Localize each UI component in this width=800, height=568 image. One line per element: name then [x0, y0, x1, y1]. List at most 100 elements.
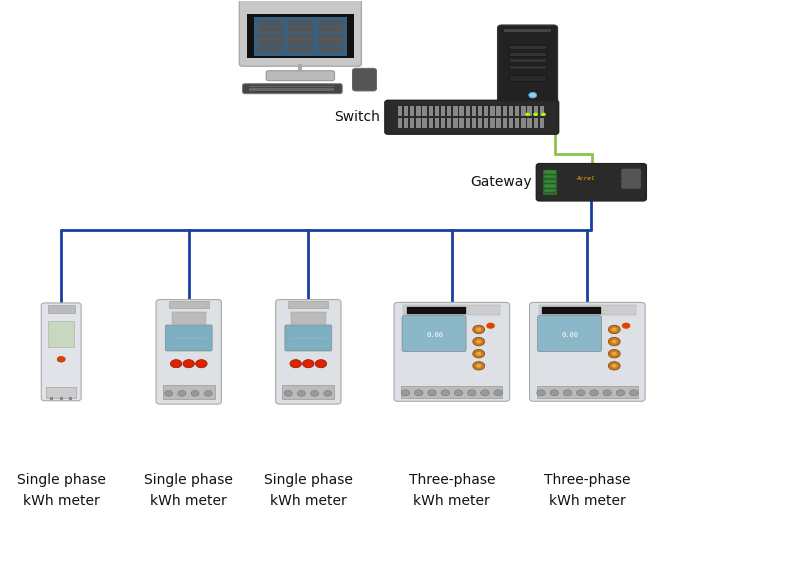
Bar — [466, 118, 470, 128]
Bar — [521, 118, 526, 128]
FancyBboxPatch shape — [622, 169, 641, 178]
Circle shape — [178, 391, 186, 396]
Bar — [318, 47, 343, 51]
Bar — [484, 118, 489, 128]
Bar — [543, 184, 556, 187]
Circle shape — [550, 390, 558, 396]
Text: Acrel: Acrel — [577, 177, 595, 182]
Circle shape — [290, 360, 302, 367]
Bar — [515, 118, 519, 128]
Bar — [543, 189, 556, 192]
FancyBboxPatch shape — [498, 25, 558, 112]
Bar — [46, 387, 76, 399]
Circle shape — [590, 390, 598, 396]
Bar — [510, 59, 546, 62]
Bar — [502, 118, 507, 128]
Bar — [466, 106, 470, 116]
Circle shape — [537, 390, 546, 396]
Bar — [459, 118, 464, 128]
Bar — [515, 106, 519, 116]
FancyBboxPatch shape — [402, 316, 466, 352]
Bar — [249, 86, 334, 87]
FancyBboxPatch shape — [42, 303, 81, 400]
FancyBboxPatch shape — [530, 302, 645, 401]
FancyBboxPatch shape — [385, 101, 558, 134]
Bar — [318, 22, 343, 26]
Bar — [288, 22, 314, 26]
Text: 0.00: 0.00 — [426, 332, 443, 338]
Circle shape — [467, 390, 476, 396]
Circle shape — [441, 390, 450, 396]
Bar — [534, 118, 538, 128]
Bar — [540, 118, 544, 128]
Circle shape — [608, 349, 620, 358]
Circle shape — [611, 352, 617, 356]
Circle shape — [533, 112, 538, 116]
Circle shape — [630, 390, 638, 396]
Bar — [402, 386, 502, 399]
Circle shape — [183, 360, 194, 367]
Bar — [59, 396, 62, 400]
Circle shape — [196, 360, 207, 367]
Bar — [502, 106, 507, 116]
Circle shape — [57, 357, 65, 362]
Bar — [447, 106, 451, 116]
FancyBboxPatch shape — [166, 325, 212, 351]
Circle shape — [473, 362, 485, 370]
FancyBboxPatch shape — [156, 299, 222, 404]
Bar — [539, 305, 636, 315]
FancyBboxPatch shape — [394, 302, 510, 401]
Bar — [478, 106, 482, 116]
Circle shape — [315, 360, 326, 367]
FancyBboxPatch shape — [239, 0, 362, 66]
Bar — [258, 47, 283, 51]
Bar — [527, 106, 532, 116]
Text: 0.00: 0.00 — [562, 332, 578, 338]
FancyBboxPatch shape — [266, 71, 334, 81]
Circle shape — [428, 390, 436, 396]
Bar — [318, 28, 343, 32]
Bar — [534, 106, 538, 116]
Bar — [542, 170, 557, 195]
Bar — [404, 106, 408, 116]
Bar — [406, 307, 466, 314]
Circle shape — [310, 391, 318, 396]
Bar — [404, 118, 408, 128]
Circle shape — [608, 362, 620, 370]
Circle shape — [476, 352, 482, 356]
Circle shape — [191, 391, 199, 396]
Circle shape — [577, 390, 585, 396]
Bar — [542, 307, 602, 314]
Circle shape — [473, 337, 485, 346]
Bar — [398, 106, 402, 116]
Bar — [254, 16, 347, 56]
FancyBboxPatch shape — [353, 68, 377, 91]
Bar — [510, 52, 546, 56]
Circle shape — [476, 364, 482, 367]
Circle shape — [608, 325, 620, 333]
Circle shape — [481, 390, 490, 396]
Bar — [543, 175, 556, 178]
Circle shape — [603, 390, 611, 396]
Bar — [288, 28, 314, 32]
Bar — [258, 28, 283, 32]
Circle shape — [204, 391, 212, 396]
Circle shape — [486, 323, 495, 329]
Bar — [416, 106, 421, 116]
Bar — [247, 14, 354, 58]
Bar — [169, 302, 209, 308]
Bar — [288, 302, 329, 308]
Bar — [422, 106, 426, 116]
Bar — [291, 312, 326, 324]
Bar — [258, 40, 283, 45]
Bar — [497, 118, 501, 128]
Circle shape — [611, 340, 617, 344]
Bar — [497, 106, 501, 116]
Circle shape — [170, 360, 182, 367]
Bar — [49, 321, 74, 347]
Circle shape — [616, 390, 625, 396]
Circle shape — [284, 391, 292, 396]
Text: Three-phase
kWh meter: Three-phase kWh meter — [409, 473, 495, 508]
Bar — [472, 106, 476, 116]
Bar — [510, 45, 546, 49]
